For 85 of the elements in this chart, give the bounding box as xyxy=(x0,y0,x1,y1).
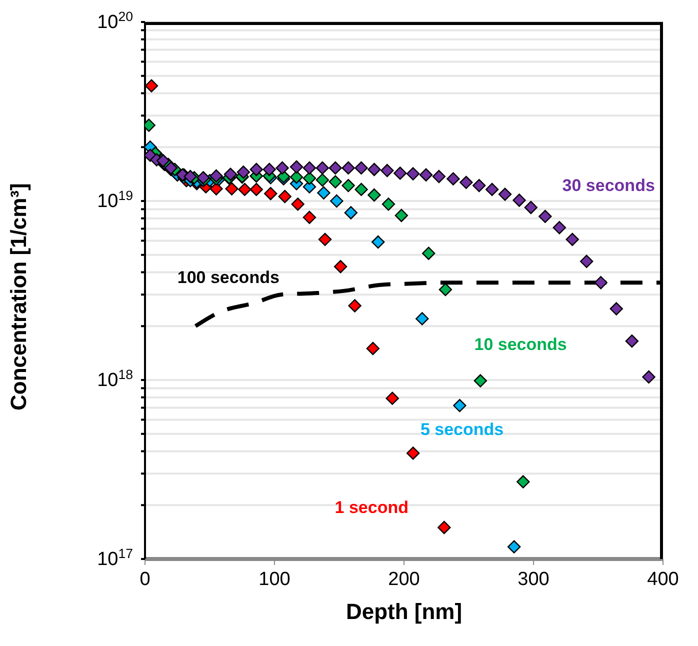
point xyxy=(342,161,355,175)
y-tick-label: 10$^{20}$ xyxy=(97,8,133,33)
point xyxy=(348,299,362,312)
point xyxy=(262,162,276,176)
point xyxy=(317,186,330,200)
series-label: 1 second xyxy=(334,498,408,518)
point xyxy=(406,446,420,460)
point xyxy=(316,161,330,175)
point xyxy=(366,342,380,356)
point xyxy=(438,520,451,534)
y-tick-label: 10$^{18}$ xyxy=(97,366,133,391)
point xyxy=(625,334,639,348)
point xyxy=(145,79,158,92)
point xyxy=(354,161,368,175)
point xyxy=(538,210,552,224)
point xyxy=(394,208,408,222)
point xyxy=(566,232,579,246)
point xyxy=(580,254,594,268)
x-tick-label: 400 xyxy=(647,569,679,590)
point xyxy=(236,166,250,179)
x-axis-title: Depth [nm] xyxy=(346,599,462,624)
point xyxy=(472,178,486,192)
point xyxy=(290,170,304,184)
point xyxy=(446,172,460,186)
y-axis-title: Concentration [1/cm³] xyxy=(6,183,31,410)
x-tick-label: 300 xyxy=(518,569,550,590)
x-tick-label: 0 xyxy=(140,569,150,590)
point xyxy=(225,182,238,196)
point xyxy=(416,312,429,326)
point xyxy=(372,235,385,249)
point xyxy=(264,186,278,200)
point xyxy=(594,276,608,290)
point xyxy=(328,161,342,175)
point xyxy=(238,182,252,196)
point xyxy=(610,302,623,316)
point xyxy=(386,392,399,405)
point xyxy=(382,198,396,211)
point xyxy=(368,188,381,202)
point xyxy=(302,172,316,185)
point xyxy=(316,173,330,187)
point xyxy=(184,170,197,184)
point xyxy=(342,178,355,192)
point xyxy=(380,164,394,178)
y-tick-label: 10$^{19}$ xyxy=(97,188,133,212)
point xyxy=(302,210,316,224)
point xyxy=(330,194,344,208)
point xyxy=(354,182,368,196)
x-tick-label: 100 xyxy=(258,569,290,590)
y-tick-label: 10$^{17}$ xyxy=(97,546,133,570)
point xyxy=(302,161,316,175)
x-tick-label: 200 xyxy=(388,569,420,590)
point xyxy=(224,168,238,181)
point xyxy=(642,370,656,384)
series-label: 10 seconds xyxy=(474,335,567,356)
series-label: 30 seconds xyxy=(562,176,655,196)
point xyxy=(432,170,446,184)
point xyxy=(419,168,433,182)
point xyxy=(498,188,512,201)
point xyxy=(368,162,381,176)
point xyxy=(507,540,521,554)
point xyxy=(460,176,473,190)
point xyxy=(422,246,436,260)
point xyxy=(524,200,538,214)
series-label: 100 seconds xyxy=(177,268,280,288)
point xyxy=(394,166,407,180)
point xyxy=(438,282,452,296)
point xyxy=(210,169,223,183)
point xyxy=(512,194,526,207)
point xyxy=(291,198,304,211)
point xyxy=(278,190,292,204)
point xyxy=(328,175,342,188)
point xyxy=(344,206,358,220)
point xyxy=(250,162,263,176)
point xyxy=(485,182,499,196)
point xyxy=(406,167,420,180)
point xyxy=(276,161,289,175)
point xyxy=(516,475,530,488)
series-label: 5 seconds xyxy=(420,420,504,440)
point xyxy=(250,182,263,196)
point xyxy=(474,374,488,388)
point xyxy=(334,260,348,274)
point xyxy=(453,398,466,412)
point xyxy=(290,160,304,174)
point xyxy=(318,232,332,246)
point xyxy=(552,221,566,234)
